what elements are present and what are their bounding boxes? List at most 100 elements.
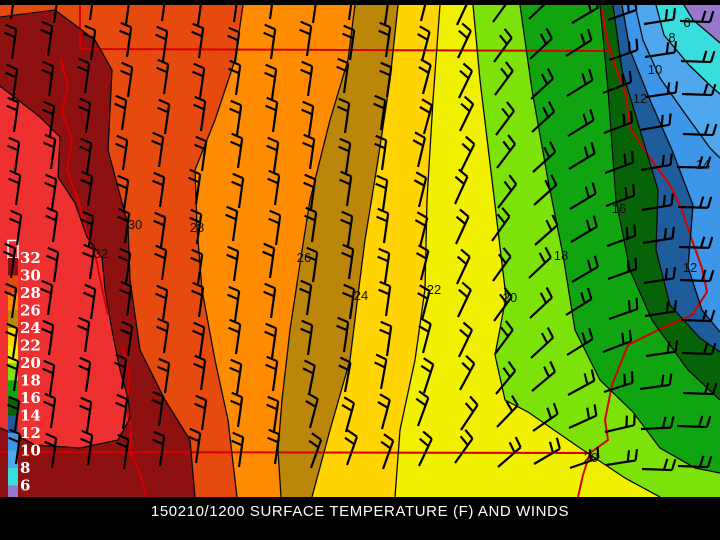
wind-barb <box>153 211 167 248</box>
wind-barb <box>494 61 514 96</box>
wind-barb <box>528 246 552 279</box>
wind-barb <box>191 281 205 318</box>
temperature-band-gt32 <box>0 86 130 448</box>
wind-barb <box>302 359 316 396</box>
wind-barb <box>228 59 242 96</box>
wind-barb <box>493 287 513 322</box>
legend-value-label: 6 <box>20 477 30 495</box>
wind-barb <box>419 98 433 135</box>
wind-barb <box>83 24 97 61</box>
wind-barb <box>299 20 313 57</box>
wind-barb <box>44 173 58 210</box>
wind-barb <box>603 110 634 135</box>
wind-barb <box>157 357 171 394</box>
wind-barb <box>604 413 636 434</box>
wind-barb <box>231 431 245 468</box>
legend-value-label: 12 <box>20 424 41 442</box>
wind-barb <box>120 61 134 98</box>
legend-value-label: 24 <box>20 319 41 337</box>
wind-barb <box>455 208 470 245</box>
contour-value-label: 20 <box>584 450 598 465</box>
legend-value-label: 20 <box>20 354 41 372</box>
wind-barb <box>340 210 354 247</box>
wind-barb <box>336 57 350 94</box>
wind-barb <box>680 309 716 323</box>
wind-barb <box>529 286 553 319</box>
wind-barb <box>115 134 129 171</box>
wind-barb <box>79 396 93 433</box>
wind-barb <box>157 98 171 135</box>
legend-value-label: 8 <box>20 459 30 477</box>
wind-barb <box>229 358 243 395</box>
wind-barb <box>4 23 18 60</box>
wind-barb <box>301 100 315 137</box>
wind-barb <box>4 282 18 319</box>
wind-barb <box>230 391 244 428</box>
wind-barb <box>228 318 242 355</box>
wind-barb <box>9 209 23 246</box>
wind-barb <box>454 429 474 464</box>
contour-value-label: 14 <box>696 157 710 172</box>
wind-barb <box>682 123 718 137</box>
wind-barb <box>532 141 557 173</box>
wind-barb <box>5 322 19 359</box>
wind-barb <box>193 354 207 391</box>
wind-barb <box>188 427 202 464</box>
wind-barb <box>3 242 17 279</box>
wind-barb <box>567 109 595 137</box>
state-border-line <box>121 344 147 497</box>
wind-barb <box>373 94 387 131</box>
wind-barb <box>155 25 169 62</box>
wind-barb <box>302 133 316 170</box>
wind-barb <box>415 0 430 22</box>
wind-barb <box>152 430 166 467</box>
contour-line-28 <box>194 4 244 497</box>
wind-barb <box>532 402 559 432</box>
contour-line-8 <box>655 4 720 95</box>
wind-barb <box>344 429 359 466</box>
wind-barb <box>80 170 94 207</box>
wind-barb <box>336 316 350 353</box>
wind-barb <box>305 246 319 283</box>
wind-barb <box>566 68 594 97</box>
contour-line-12 <box>621 4 720 333</box>
legend-value-label: 18 <box>20 372 41 390</box>
wind-barb <box>263 23 277 60</box>
wind-barb <box>45 206 59 243</box>
contour-value-label: 24 <box>354 288 368 303</box>
wind-barb <box>569 182 597 210</box>
wind-barb <box>639 373 673 391</box>
wind-barb <box>678 236 714 249</box>
wind-barb <box>7 136 21 173</box>
wind-barb <box>83 283 97 320</box>
wind-barb <box>415 244 430 281</box>
wind-barb <box>458 62 474 99</box>
state-border-line <box>59 57 109 316</box>
wind-barb <box>605 184 636 208</box>
wind-barb <box>119 280 133 317</box>
legend-swatch <box>8 275 18 293</box>
wind-barb <box>606 224 637 248</box>
legend-value-label: 30 <box>20 267 41 285</box>
wind-barb <box>41 319 55 356</box>
wind-barb <box>492 247 512 282</box>
wind-barb <box>265 355 279 392</box>
wind-barb <box>155 284 169 321</box>
wind-barb <box>679 269 715 283</box>
wind-barb <box>565 287 593 316</box>
wind-barb <box>78 356 92 393</box>
wind-barb <box>40 279 54 316</box>
wind-barb <box>644 300 678 318</box>
wind-barb <box>299 279 313 316</box>
wind-barb <box>156 317 170 354</box>
wind-barb <box>565 28 593 57</box>
contour-value-label: 6 <box>683 15 690 30</box>
wind-barb <box>379 61 393 98</box>
wind-barb <box>151 390 165 427</box>
wind-barb <box>375 174 389 211</box>
wind-barb <box>377 393 391 430</box>
wind-barb <box>459 95 475 132</box>
contour-value-label: 28 <box>190 220 204 235</box>
wind-barb <box>607 257 638 281</box>
